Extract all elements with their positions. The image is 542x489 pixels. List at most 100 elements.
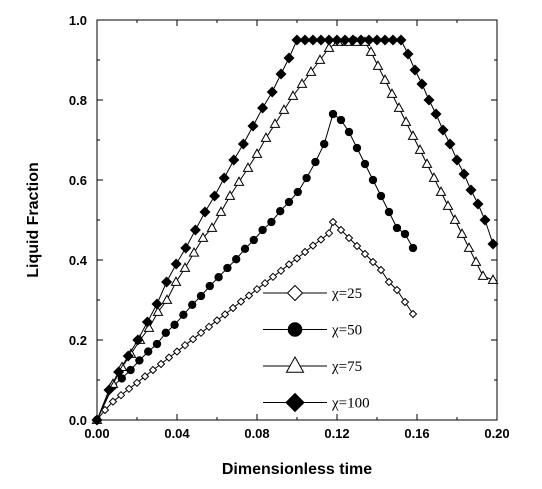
y-axis-title: Liquid Fraction	[25, 162, 42, 278]
data-point	[299, 34, 311, 46]
data-point	[244, 291, 254, 300]
data-point	[456, 228, 468, 238]
data-point	[205, 281, 214, 291]
legend-marker	[287, 322, 303, 337]
legend-label: χ=50	[331, 323, 362, 339]
series-1	[92, 109, 418, 425]
data-point	[249, 235, 258, 245]
data-point	[140, 372, 150, 381]
data-point	[416, 78, 428, 90]
data-point	[324, 228, 334, 238]
data-point	[260, 132, 272, 142]
data-point	[108, 397, 118, 406]
data-point	[237, 138, 249, 150]
data-point	[307, 34, 319, 46]
data-point	[400, 297, 410, 307]
data-point	[339, 34, 351, 46]
y-tick-label: 0.0	[69, 413, 87, 428]
legend-item: χ=50	[263, 322, 362, 339]
data-point	[442, 200, 454, 210]
data-point	[240, 244, 250, 253]
data-point	[487, 274, 499, 284]
data-point	[233, 176, 245, 186]
x-tick-label: 0.12	[324, 426, 349, 441]
legend-label: χ=25	[331, 286, 362, 302]
data-point	[352, 143, 362, 153]
data-point	[124, 384, 134, 394]
data-point	[196, 328, 206, 338]
data-point	[355, 34, 367, 46]
data-point	[196, 291, 206, 301]
data-point	[199, 206, 211, 218]
data-point	[363, 34, 375, 46]
data-point	[308, 241, 318, 250]
data-point	[232, 255, 241, 264]
data-point	[287, 90, 299, 100]
data-point	[242, 162, 254, 172]
data-point	[215, 206, 227, 216]
data-point	[407, 130, 419, 140]
data-point	[172, 347, 182, 356]
y-tick-label: 0.4	[69, 253, 88, 268]
x-axis-title: Dimensionless time	[222, 461, 372, 478]
data-point	[479, 214, 491, 226]
data-point	[179, 310, 188, 319]
data-point	[344, 233, 354, 243]
data-point	[352, 241, 362, 251]
legend-marker	[285, 392, 305, 413]
x-tick-label: 0.08	[244, 426, 269, 441]
data-point	[180, 242, 192, 254]
data-point	[284, 260, 294, 269]
data-point	[472, 198, 484, 210]
data-point	[331, 34, 343, 46]
data-point	[435, 186, 447, 196]
data-point	[387, 34, 399, 46]
data-point	[384, 277, 394, 287]
data-point	[189, 224, 201, 236]
data-point	[220, 310, 230, 319]
data-point	[161, 294, 173, 304]
data-point	[260, 278, 270, 288]
x-tick-label: 0.16	[404, 426, 429, 441]
legend-label: χ=100	[331, 396, 370, 412]
data-point	[291, 34, 303, 46]
data-point	[170, 258, 182, 270]
data-point	[143, 322, 155, 332]
data-point	[379, 34, 391, 46]
data-point	[135, 356, 144, 365]
series-3	[91, 34, 499, 426]
data-point	[144, 347, 153, 356]
data-point	[311, 157, 320, 167]
data-point	[300, 247, 310, 257]
data-point	[268, 272, 278, 282]
data-point	[336, 115, 346, 125]
data-point	[266, 86, 278, 98]
data-point	[132, 334, 144, 346]
series-0	[92, 217, 418, 425]
data-point	[170, 276, 182, 286]
data-point	[344, 127, 354, 137]
data-point	[116, 390, 126, 400]
data-point	[188, 334, 198, 344]
data-point	[276, 207, 285, 216]
data-point	[228, 303, 238, 313]
data-point	[400, 116, 412, 126]
data-point	[320, 139, 329, 149]
data-point	[463, 242, 475, 252]
data-point	[275, 68, 287, 80]
legend-label: χ=75	[331, 359, 362, 375]
data-point	[470, 256, 482, 266]
data-point	[365, 46, 377, 56]
legend-item: χ=25	[263, 284, 362, 302]
data-point	[269, 118, 281, 128]
y-tick-label: 0.2	[69, 333, 87, 348]
y-tick-label: 0.8	[69, 93, 87, 108]
data-point	[376, 191, 386, 201]
data-point	[393, 102, 405, 112]
data-point	[328, 217, 338, 227]
data-point	[336, 225, 346, 235]
series-layer	[91, 34, 499, 426]
data-point	[151, 298, 163, 310]
data-point	[451, 154, 463, 166]
data-point	[314, 54, 326, 64]
